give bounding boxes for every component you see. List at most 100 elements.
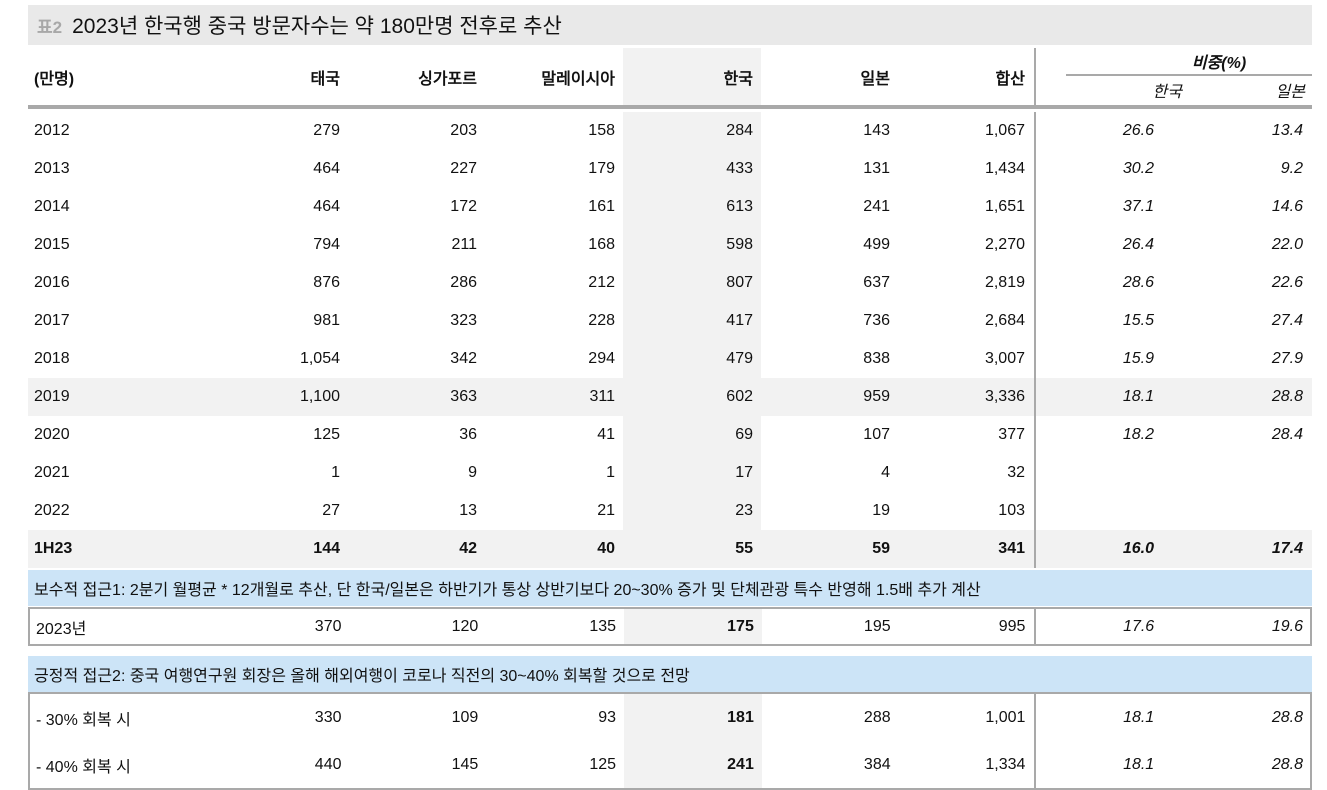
row-label: 2020: [34, 426, 70, 443]
table-cell: 363: [450, 388, 477, 405]
table-cell: 981: [313, 312, 340, 329]
table-cell: 203: [450, 122, 477, 139]
approach1-band: 보수적 접근1: 2분기 월평균 * 12개월로 추산, 단 한국/일본은 하반…: [28, 570, 1312, 606]
table-row: - 30% 회복 시 330 109 93 181 288 1,001 18.1 28.8: [30, 694, 1310, 741]
table-cell: 16.0: [1122, 540, 1154, 557]
table-cell: 736: [863, 312, 890, 329]
table-cell: 598: [623, 226, 761, 264]
table-cell: 19: [872, 502, 890, 519]
table-cell: [1036, 454, 1162, 492]
row-label: 2014: [34, 198, 70, 215]
table-cell: 17.4: [1271, 540, 1303, 557]
table-cell: 876: [313, 274, 340, 291]
table-cell: 18.1: [1122, 388, 1154, 405]
share-group-header: 비중(%): [1066, 48, 1312, 76]
col-header-thailand: 태국: [310, 70, 340, 88]
table-cell: 18.2: [1122, 426, 1154, 443]
row-label: 1H23: [34, 540, 73, 557]
table-cell: 241: [624, 741, 762, 788]
table-cell: 28.8: [1271, 755, 1303, 773]
table-cell: 135: [589, 617, 617, 635]
table-cell: 2,819: [898, 264, 1036, 302]
table-cell: 602: [623, 378, 761, 416]
table-cell: 28.8: [1271, 388, 1303, 405]
table-row: 2022 27 13 21 23 19 103: [28, 492, 1312, 530]
table-cell: 959: [863, 388, 890, 405]
table-cell: 279: [313, 122, 340, 139]
table-cell: 637: [863, 274, 890, 291]
table-row: - 40% 회복 시 440 145 125 241 384 1,334 18.1 28.8: [30, 741, 1310, 788]
table-row: 2014 464 172 161 613 241 1,651 37.1 14.6: [28, 188, 1312, 226]
approach2-label: 긍정적 접근2: 중국 여행연구원 회장은 올해 해외여행이 코로나 직전의 3…: [34, 668, 690, 685]
table-row: 2016 876 286 212 807 637 2,819 28.6 22.6: [28, 264, 1312, 302]
table-cell: 109: [451, 708, 479, 726]
table-cell: 433: [623, 150, 761, 188]
table-cell: 42: [459, 540, 477, 557]
col-header-korea: 한국: [623, 48, 761, 105]
table-cell: 28.6: [1122, 274, 1154, 291]
table-row: 2017 981 323 228 417 736 2,684 15.5 27.4: [28, 302, 1312, 340]
table-row: 2023년 370 120 135 175 195 995 17.6 19.6: [30, 609, 1310, 644]
table-cell: 330: [314, 708, 342, 726]
table-cell: 1,067: [898, 112, 1036, 150]
col-header-japan: 일본: [860, 70, 890, 88]
share-header-japan: 일본: [1275, 83, 1305, 101]
table-cell: 3,007: [898, 340, 1036, 378]
table-cell: 17.6: [1123, 617, 1155, 635]
table-cell: 1,100: [299, 388, 340, 405]
table-number: 표2: [37, 17, 63, 37]
table-cell: 995: [899, 609, 1037, 644]
table-cell: 27.9: [1271, 350, 1303, 367]
table-cell: 323: [450, 312, 477, 329]
table-cell: 22.6: [1271, 274, 1303, 291]
table-row: 2018 1,054 342 294 479 838 3,007 15.9 27.9: [28, 340, 1312, 378]
approach1-rows: 2023년 370 120 135 175 195 995 17.6 19.6: [28, 607, 1312, 646]
table-cell: 241: [863, 198, 890, 215]
table-cell: 2,684: [898, 302, 1036, 340]
table-cell: 4: [881, 464, 890, 481]
table-cell: 23: [623, 492, 761, 530]
table-cell: 1: [606, 464, 615, 481]
table-cell: 120: [451, 617, 479, 635]
table-cell: 18.1: [1123, 708, 1155, 726]
table-cell: 19.6: [1271, 617, 1303, 635]
table-cell: 3,336: [898, 378, 1036, 416]
table-cell: 15.5: [1122, 312, 1154, 329]
data-rows: 2012 279 203 158 284 143 1,067 26.6 13.4 2013 464 2…: [28, 112, 1312, 568]
table-cell: 168: [588, 236, 615, 253]
table-cell: 195: [863, 617, 891, 635]
row-label: 2021: [34, 464, 70, 481]
table-cell: 228: [588, 312, 615, 329]
row-label: 2018: [34, 350, 70, 367]
table-title: 표2 2023년 한국행 중국 방문자수는 약 180만명 전후로 추산: [28, 5, 1312, 45]
table-cell: 311: [589, 388, 615, 405]
table-cell: 286: [450, 274, 477, 291]
table-cell: 341: [898, 530, 1036, 568]
table-cell: 294: [588, 350, 615, 367]
table-row: 2020 125 36 41 69 107 377 18.2 28.4: [28, 416, 1312, 454]
table-cell: 499: [863, 236, 890, 253]
table-cell: 807: [623, 264, 761, 302]
col-header-total: 합산: [898, 48, 1036, 105]
approach2-rows: - 30% 회복 시 330 109 93 181 288 1,001 18.1 28.8- 4…: [28, 692, 1312, 790]
table-row: 2019 1,100 363 311 602 959 3,336 18.1 28.8: [28, 378, 1312, 416]
table-cell: 18.1: [1123, 755, 1155, 773]
table-cell: 838: [863, 350, 890, 367]
table-cell: 417: [623, 302, 761, 340]
row-label: 2017: [34, 312, 70, 329]
table-cell: 37.1: [1122, 198, 1154, 215]
table-cell: 125: [589, 755, 617, 773]
table-cell: 172: [450, 198, 477, 215]
table-cell: 103: [898, 492, 1036, 530]
table-cell: 464: [313, 198, 340, 215]
table-cell: 175: [624, 609, 762, 644]
table-cell: 377: [898, 416, 1036, 454]
share-header-korea: 한국: [1152, 83, 1182, 101]
table-cell: 55: [623, 530, 761, 568]
table-row: 1H23 144 42 40 55 59 341 16.0 17.4: [28, 530, 1312, 568]
row-label: 2015: [34, 236, 70, 253]
table-cell: 69: [623, 416, 761, 454]
row-label: - 40% 회복 시: [36, 758, 131, 776]
table-cell: 613: [623, 188, 761, 226]
table-cell: 794: [313, 236, 340, 253]
